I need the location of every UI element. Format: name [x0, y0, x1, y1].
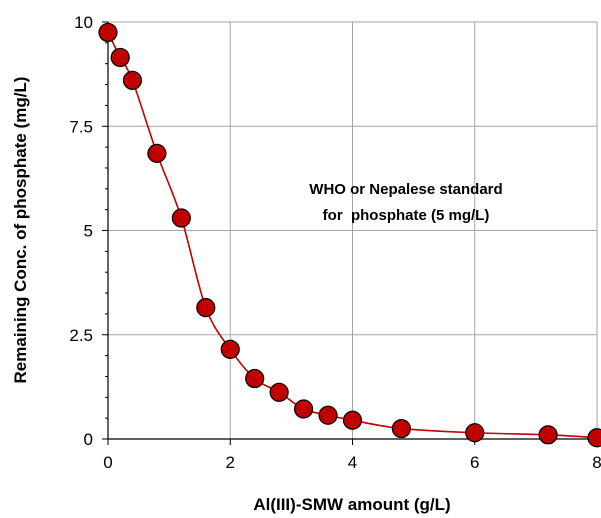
data-point	[342, 410, 363, 430]
data-point	[122, 70, 143, 90]
data-point	[587, 428, 601, 448]
data-point	[294, 399, 314, 419]
y-tick-label: 5	[84, 222, 93, 241]
x-tick-labels: 0 2 4 6 8	[103, 453, 601, 472]
data-point	[98, 22, 118, 43]
data-point	[245, 368, 265, 389]
x-tick-label: 8	[592, 453, 601, 472]
data-point	[318, 405, 338, 425]
data-point	[269, 382, 289, 402]
x-tick-label: 6	[470, 453, 479, 472]
grid	[108, 21, 598, 439]
annotation-line-2: for phosphate (5 mg/L)	[323, 207, 490, 224]
y-tick-label: 2.5	[69, 326, 93, 345]
data-point	[171, 208, 191, 228]
data-point	[391, 418, 411, 439]
data-point	[220, 339, 240, 359]
x-tick-label: 4	[348, 453, 357, 472]
series-curve	[107, 32, 598, 439]
y-tick-label: 10	[74, 13, 93, 32]
x-tick-label: 0	[103, 453, 112, 472]
x-axis-title: Al(III)-SMW amount (g/L)	[253, 495, 450, 514]
y-tick-labels: 0 2.5 5 7.5 10	[69, 13, 93, 449]
series-points	[98, 22, 601, 448]
y-tick-label: 7.5	[69, 117, 93, 136]
series-line	[107, 32, 598, 439]
data-point	[110, 47, 130, 68]
axes	[102, 21, 598, 445]
data-point	[196, 298, 216, 318]
data-point	[538, 425, 558, 445]
annotation-line-1: WHO or Nepalese standard	[309, 181, 502, 198]
data-point	[465, 423, 485, 443]
data-point	[147, 143, 167, 163]
y-tick-label: 0	[84, 430, 93, 449]
x-tick-label: 2	[226, 453, 235, 472]
y-axis-title: Remaining Conc. of phosphate (mg/L)	[11, 77, 30, 384]
